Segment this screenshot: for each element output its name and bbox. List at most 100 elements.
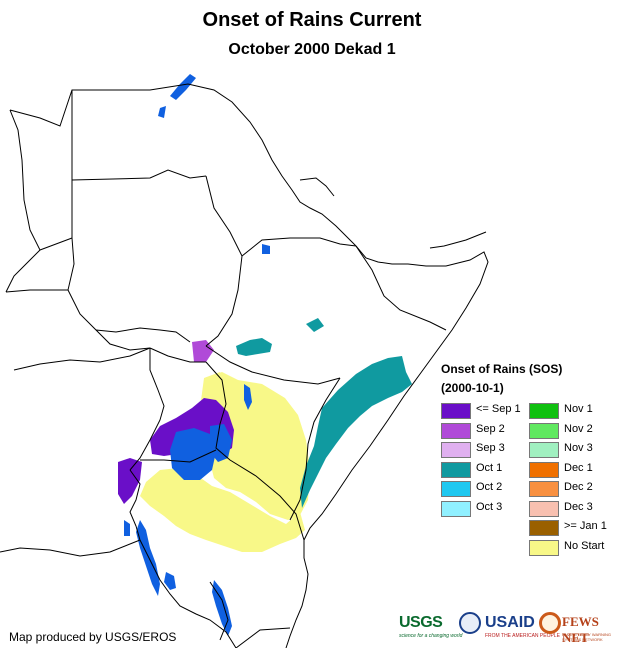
legend-label: Dec 1 [564, 461, 593, 474]
country-boundaries [0, 83, 489, 648]
fews-net-tagline: FAMINE EARLY WARNING SYSTEMS NETWORK [562, 632, 612, 642]
legend-label: Oct 1 [476, 461, 503, 474]
border-uganda-drc [149, 347, 206, 363]
zone-no-start-kenya [205, 372, 310, 520]
border-drc-south [0, 539, 141, 557]
legend-item: Dec 2 [529, 480, 619, 499]
border-tanzania-west [139, 539, 237, 648]
legend-item: Nov 1 [529, 402, 619, 421]
usaid-seal-icon [459, 612, 481, 634]
lake-rukwa [164, 572, 176, 590]
lake-kivu [124, 520, 130, 536]
border-libya-chad [39, 180, 73, 251]
border-car [5, 289, 68, 293]
legend-swatch [529, 520, 559, 536]
legend-subtitle: (2000-10-1) [441, 381, 504, 395]
legend-item: Oct 1 [441, 461, 531, 480]
outline-west [5, 109, 41, 293]
border-tanzania-moz [235, 627, 291, 648]
legend-label: Nov 1 [564, 403, 593, 415]
legend-item: >= Jan 1 [529, 519, 619, 538]
usgs-tagline: science for a changing world [399, 633, 463, 639]
legend-swatch [441, 500, 471, 517]
legend-swatch [529, 403, 559, 419]
nile-north [170, 74, 196, 100]
legend-label: Sep 3 [476, 442, 505, 454]
fews-seal-icon [539, 612, 561, 634]
legend-item: Dec 3 [529, 500, 619, 519]
legend-swatch [529, 422, 559, 439]
coast-redsea-east [299, 177, 335, 197]
border-sudan-internal [95, 327, 191, 343]
usgs-logo: USGS [399, 614, 443, 631]
usaid-logo: USAID [485, 614, 535, 631]
legend-swatch [441, 442, 471, 458]
border-uganda-kenya [205, 361, 305, 541]
border-tanzania-north [140, 449, 217, 463]
lake-malawi [212, 580, 232, 636]
legend-item: Nov 3 [529, 441, 619, 460]
border-eritrea [241, 237, 357, 257]
legend-item: Dec 1 [529, 461, 619, 480]
zone-no-start-south [140, 468, 305, 552]
legend-item: Sep 3 [441, 441, 531, 460]
legend-swatch [441, 422, 471, 439]
border-car-drc [13, 347, 151, 371]
border-malawi [209, 581, 229, 641]
legend-title: Onset of Rains (SOS) [441, 362, 563, 376]
legend-item: Sep 2 [441, 422, 531, 441]
legend-label: Nov 2 [564, 422, 593, 435]
onset-zones [118, 74, 412, 636]
agency-logos: USGS science for a changing world USAID … [399, 610, 619, 645]
border-ethiopia-somalia [355, 245, 447, 331]
legend-label: No Start [564, 539, 605, 552]
coast-gulf-aden [429, 231, 487, 249]
legend-swatch [529, 500, 559, 517]
zone-oct1-ethiopia [236, 338, 272, 356]
zone-oct1-ethiopia2 [306, 318, 324, 332]
border-somalia-kenya [289, 377, 341, 521]
legend-label: Oct 3 [476, 500, 503, 513]
legend-swatch [529, 481, 559, 497]
legend-label: Dec 3 [564, 500, 593, 513]
zone-oct1-somalia [300, 356, 412, 508]
legend-item: <= Sep 1 [441, 402, 531, 421]
border-egypt-sudan [71, 169, 207, 181]
legend-swatch [441, 461, 471, 478]
legend-item: Nov 2 [529, 422, 619, 441]
legend-swatch [441, 481, 471, 497]
legend-swatch [529, 461, 559, 478]
usaid-tagline: FROM THE AMERICAN PEOPLE [485, 633, 560, 639]
legend-label: Sep 2 [476, 422, 505, 435]
legend-swatch [529, 442, 559, 458]
border-ethiopia-kenya [205, 345, 341, 385]
map-subtitle: October 2000 Dekad 1 [228, 41, 396, 58]
lake-turkana [244, 384, 252, 410]
zone-sep1-drc [118, 458, 142, 504]
lake-tanganyika [136, 520, 160, 596]
zone-sep2-sudan [192, 340, 214, 362]
legend-label: >= Jan 1 [564, 520, 607, 532]
map-title: Onset of Rains Current [202, 9, 422, 31]
border-drc-uganda-w [129, 348, 165, 471]
legend-label: Nov 3 [564, 442, 593, 454]
map-credit: Map produced by USGS/EROS [9, 630, 177, 644]
fews-net-logo: FEWS NET [562, 614, 599, 645]
legend-item: No Start [529, 539, 619, 558]
lake-nasser [158, 106, 166, 118]
border-rwanda [129, 469, 141, 541]
legend-label: Oct 2 [476, 481, 503, 493]
legend-item: Oct 3 [441, 500, 531, 519]
map-legend: Onset of Rains (SOS) (2000-10-1) <= Sep … [441, 360, 621, 556]
border-sudan-ethiopia [205, 175, 243, 347]
legend-item: Oct 2 [441, 480, 531, 499]
lake-tana [262, 244, 270, 254]
legend-swatch [529, 539, 559, 556]
legend-label: <= Sep 1 [476, 403, 521, 415]
border-chad-sudan [67, 237, 151, 351]
outline-north [9, 83, 489, 648]
legend-swatch [441, 403, 471, 419]
legend-label: Dec 2 [564, 481, 593, 493]
zone-oct2-kenya [210, 424, 232, 462]
